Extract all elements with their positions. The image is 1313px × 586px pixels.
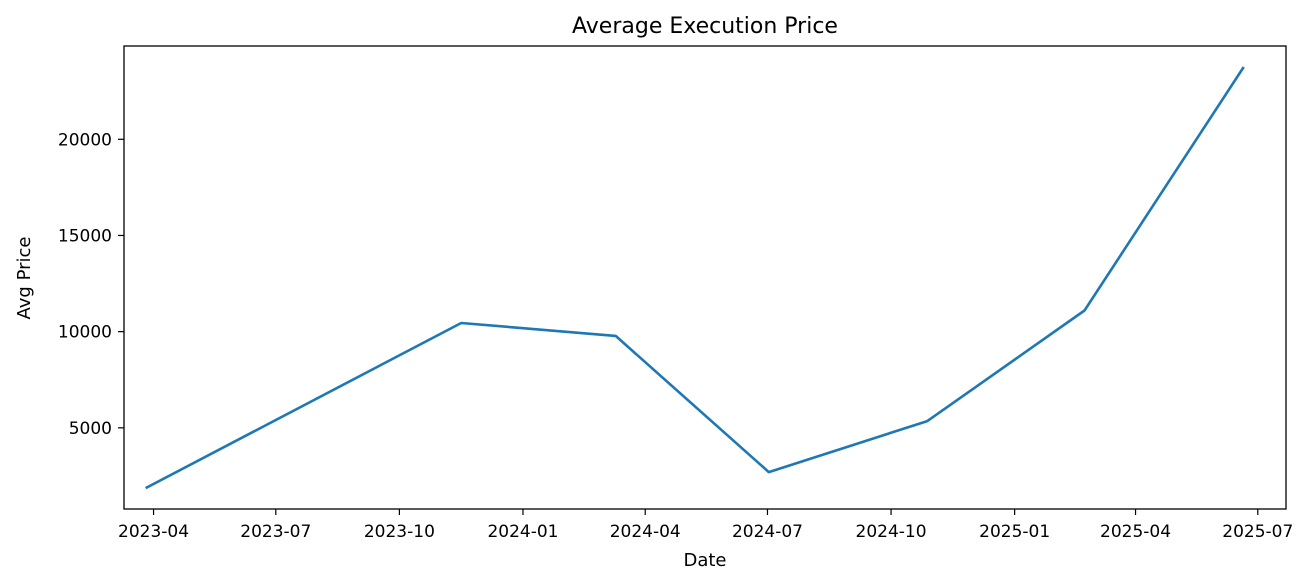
- x-tick-label: 2025-04: [1100, 522, 1171, 542]
- x-tick-label: 2024-07: [732, 522, 803, 542]
- y-tick-label: 15000: [58, 226, 112, 246]
- x-tick-label: 2024-04: [610, 522, 681, 542]
- x-axis-ticks: 2023-04 2023-07 2023-10 2024-01 2024-04 2024-…: [118, 509, 1293, 542]
- x-tick-label: 2024-10: [856, 522, 927, 542]
- y-tick-label: 20000: [58, 130, 112, 150]
- chart-title: Average Execution Price: [572, 14, 838, 39]
- y-tick-label: 10000: [58, 323, 112, 343]
- x-tick-label: 2023-10: [364, 522, 435, 542]
- x-axis-label: Date: [683, 550, 726, 571]
- series-line: [145, 66, 1245, 490]
- y-axis-ticks: 5000 10000 15000 20000: [58, 130, 124, 439]
- x-tick-label: 2025-07: [1222, 522, 1293, 542]
- x-tick-label: 2025-01: [979, 522, 1050, 542]
- x-tick-label: 2024-01: [487, 522, 558, 542]
- plot-area-frame: [123, 45, 1287, 510]
- y-axis-label: Avg Price: [14, 237, 35, 320]
- x-tick-label: 2023-04: [118, 522, 189, 542]
- x-tick-label: 2023-07: [240, 522, 311, 542]
- y-tick-label: 5000: [69, 419, 112, 439]
- series-layer: [145, 66, 1245, 490]
